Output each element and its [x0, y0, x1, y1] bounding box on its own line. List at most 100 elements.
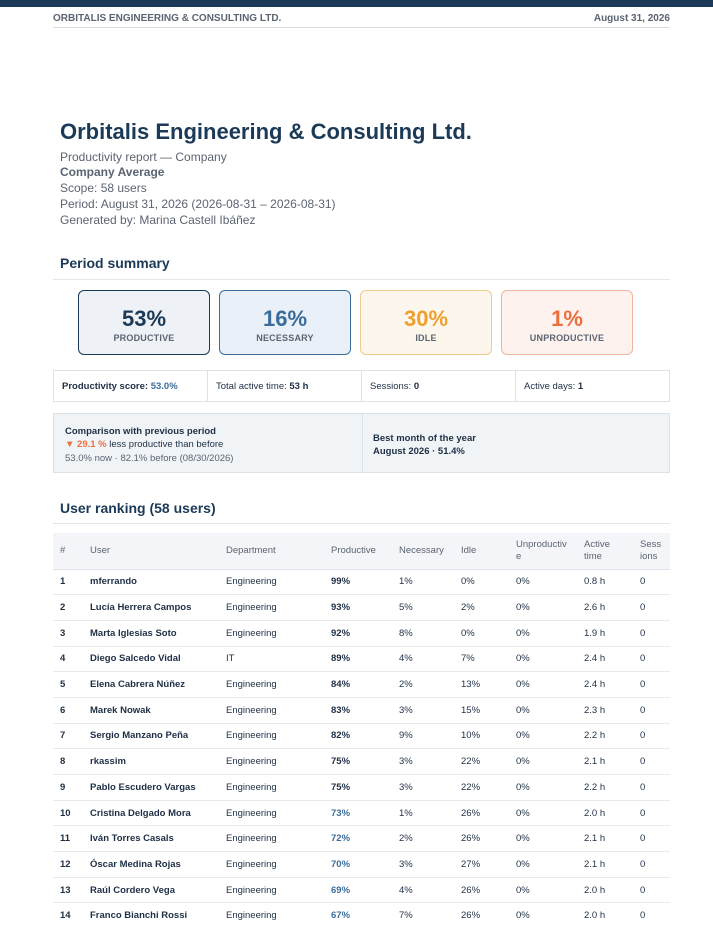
productive-label: PRODUCTIVE: [113, 333, 175, 343]
table-row: 12 Óscar Medina Rojas Engineering 70% 3% 27% 0…: [53, 851, 670, 878]
cell-act: 2.4 h: [577, 646, 633, 673]
cell-unp: 0%: [509, 877, 577, 904]
cell-nec: 3%: [392, 851, 454, 878]
cell-user: Cristina Delgado Mora: [83, 800, 219, 827]
cell-user: Lucía Herrera Campos: [83, 594, 219, 621]
cell-act: 2.2 h: [577, 723, 633, 750]
cell-dept: Engineering: [219, 774, 324, 801]
cell-prod: 93%: [324, 594, 392, 621]
cell-idle: 2%: [454, 594, 509, 621]
cell-idle: 27%: [454, 851, 509, 878]
cell-num: 13: [53, 877, 83, 904]
cell-user: mferrando: [83, 569, 219, 596]
cell-nec: 7%: [392, 902, 454, 927]
cell-nec: 2%: [392, 825, 454, 853]
comparison-box: Comparison with previous period ▼ 29.1 %…: [53, 413, 670, 473]
cell-act: 0.8 h: [577, 569, 633, 596]
cell-unp: 0%: [509, 569, 577, 596]
cell-idle: 7%: [454, 646, 509, 673]
idle-pct: 30%: [403, 306, 449, 331]
report-title: Orbitalis Engineering & Consulting Ltd.: [60, 119, 472, 144]
report-type: Productivity report — Company: [60, 150, 227, 164]
stat-active-value: 53 h: [289, 381, 309, 392]
summary-stats: Productivity score: 53.0% Total active t…: [53, 370, 670, 402]
cell-user: Franco Bianchi Rossi: [83, 902, 219, 927]
cell-user: Elena Cabrera Núñez: [83, 671, 219, 698]
cell-num: 12: [53, 851, 83, 878]
cell-nec: 2%: [392, 671, 454, 698]
cell-dept: IT: [219, 646, 324, 673]
cell-nec: 4%: [392, 646, 454, 673]
cell-idle: 22%: [454, 774, 509, 801]
cell-dept: Engineering: [219, 902, 324, 927]
cell-dept: Engineering: [219, 877, 324, 904]
cell-num: 3: [53, 620, 83, 647]
cell-idle: 15%: [454, 697, 509, 724]
cell-idle: 26%: [454, 825, 509, 853]
cell-num: 2: [53, 594, 83, 621]
table-header-row: # User Department Productive Necessary I…: [53, 533, 670, 570]
stat-sessions-value: 0: [413, 381, 420, 392]
cell-dept: Engineering: [219, 800, 324, 827]
cell-num: 1: [53, 569, 83, 596]
col-header-productive: Productive: [324, 533, 392, 570]
cell-idle: 0%: [454, 620, 509, 647]
comparison-delta-line: ▼ 29.1 % less productive than before: [65, 439, 223, 450]
cell-prod: 89%: [324, 646, 392, 673]
best-month-title: Best month of the year: [373, 433, 476, 444]
cell-nec: 5%: [392, 594, 454, 621]
cell-unp: 0%: [509, 671, 577, 698]
table-row: 3 Marta Iglesias Soto Engineering 92% 8% 0% 0%…: [53, 620, 670, 647]
cell-num: 9: [53, 774, 83, 801]
cell-ses: 0: [633, 569, 670, 596]
report-subject: Company Average: [60, 165, 165, 179]
report-scope: Scope: 58 users: [60, 181, 147, 195]
table-row: 13 Raúl Cordero Vega Engineering 69% 4% 26% 0%…: [53, 877, 670, 904]
table-row: 9 Pablo Escudero Vargas Engineering 75% 3% 22…: [53, 774, 670, 801]
col-header-sessions: Sessions: [633, 533, 670, 570]
cell-idle: 26%: [454, 877, 509, 904]
stat-score: Productivity score: 53.0%: [54, 371, 208, 401]
cell-prod: 72%: [324, 825, 392, 853]
cell-dept: Engineering: [219, 671, 324, 698]
cell-act: 2.0 h: [577, 902, 633, 927]
cell-unp: 0%: [509, 902, 577, 927]
section-divider: [53, 523, 670, 524]
cell-user: Óscar Medina Rojas: [83, 851, 219, 878]
cell-user: Sergio Manzano Peña: [83, 723, 219, 750]
cell-unp: 0%: [509, 620, 577, 647]
table-row: 5 Elena Cabrera Núñez Engineering 84% 2% 13% 0…: [53, 671, 670, 698]
cell-prod: 75%: [324, 748, 392, 775]
cell-dept: Engineering: [219, 594, 324, 621]
cell-act: 2.1 h: [577, 748, 633, 775]
stat-days-label: Active days:: [524, 381, 576, 392]
idle-card: 30% IDLE: [360, 290, 492, 355]
cell-ses: 0: [633, 723, 670, 750]
cell-nec: 3%: [392, 774, 454, 801]
stat-active-label: Total active time:: [216, 381, 287, 392]
comparison-title: Comparison with previous period: [65, 426, 216, 437]
idle-label: IDLE: [415, 333, 437, 343]
stat-days-value: 1: [577, 381, 584, 392]
cell-ses: 0: [633, 748, 670, 775]
user-ranking-title: User ranking (58 users): [60, 500, 216, 516]
period-summary-title: Period summary: [60, 255, 170, 271]
cell-user: Raúl Cordero Vega: [83, 877, 219, 904]
report-period: Period: August 31, 2026 (2026-08-31 – 20…: [60, 197, 336, 211]
cell-unp: 0%: [509, 646, 577, 673]
cell-user: Diego Salcedo Vidal: [83, 646, 219, 673]
stat-sessions-label: Sessions:: [370, 381, 412, 392]
cell-user: Marta Iglesias Soto: [83, 620, 219, 647]
cell-act: 2.4 h: [577, 671, 633, 698]
cell-ses: 0: [633, 620, 670, 647]
cell-idle: 10%: [454, 723, 509, 750]
cell-ses: 0: [633, 877, 670, 904]
col-header-department: Department: [219, 533, 324, 570]
cell-nec: 8%: [392, 620, 454, 647]
cell-prod: 75%: [324, 774, 392, 801]
cell-dept: Engineering: [219, 723, 324, 750]
cell-unp: 0%: [509, 748, 577, 775]
cell-unp: 0%: [509, 825, 577, 853]
cell-user: Marek Nowak: [83, 697, 219, 724]
cell-unp: 0%: [509, 723, 577, 750]
